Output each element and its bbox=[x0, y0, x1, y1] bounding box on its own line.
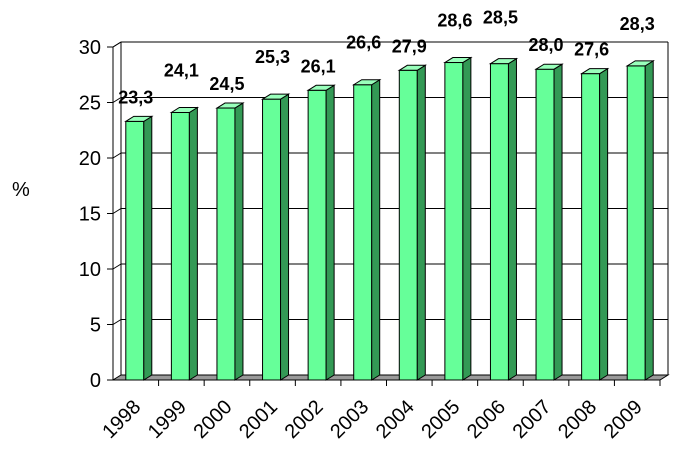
bar-layer bbox=[124, 56, 655, 381]
y-tick-label: 20 bbox=[79, 148, 101, 170]
bar-top bbox=[306, 84, 336, 91]
gridline-side bbox=[112, 208, 122, 214]
data-label: 24,5 bbox=[209, 74, 244, 94]
bar-top bbox=[443, 57, 473, 64]
label-layer: 23,3 24,1 24,5 25,3 26,1 26,6 27,9 28,6 28,5 28,0… bbox=[118, 8, 654, 108]
data-label: 27,6 bbox=[574, 40, 609, 60]
bar-top bbox=[625, 60, 655, 67]
gridline-side bbox=[112, 152, 122, 159]
data-label: 23,3 bbox=[118, 87, 153, 107]
x-tick-label: 2006 bbox=[463, 396, 510, 443]
x-tick-label: 2009 bbox=[600, 396, 647, 443]
bar bbox=[535, 68, 555, 381]
bar-top bbox=[260, 93, 291, 100]
x-tick-label: 2004 bbox=[372, 396, 419, 443]
gridline-side bbox=[112, 97, 122, 103]
bar-top bbox=[124, 115, 154, 122]
bar-top bbox=[579, 68, 610, 75]
x-tick-label: 2007 bbox=[509, 396, 556, 443]
bar bbox=[398, 69, 418, 381]
bar-top bbox=[534, 63, 564, 70]
bar-side bbox=[325, 84, 335, 381]
data-label: 28,6 bbox=[437, 11, 472, 31]
bar-side bbox=[188, 106, 198, 381]
bar bbox=[444, 62, 464, 381]
bar-side bbox=[553, 63, 563, 381]
x-tick-label: 1998 bbox=[98, 396, 145, 443]
y-tick-label: 15 bbox=[79, 204, 101, 226]
bar bbox=[489, 63, 509, 381]
bar bbox=[262, 98, 282, 381]
bar-side bbox=[371, 78, 381, 381]
bar bbox=[216, 107, 236, 381]
gridline-side bbox=[112, 319, 122, 325]
bar bbox=[307, 89, 327, 381]
y-tick-label: 25 bbox=[79, 93, 101, 115]
bar-side bbox=[280, 93, 290, 381]
bar-side bbox=[143, 115, 153, 381]
data-label: 27,9 bbox=[392, 36, 427, 56]
data-label: 25,3 bbox=[255, 47, 290, 67]
y-axis-title: % bbox=[12, 179, 30, 201]
x-tick-label: 2005 bbox=[417, 396, 464, 443]
bar-side bbox=[234, 102, 244, 381]
y-tick-label: 10 bbox=[79, 259, 101, 281]
x-tick-label: 2002 bbox=[281, 396, 328, 443]
x-tick-label: 2003 bbox=[326, 396, 373, 443]
bar-top bbox=[215, 102, 245, 109]
grid-layer bbox=[112, 41, 669, 375]
bar bbox=[626, 65, 646, 381]
data-label: 28,5 bbox=[483, 8, 518, 28]
x-tick-label: 2000 bbox=[189, 396, 236, 443]
data-label: 28,3 bbox=[620, 14, 655, 34]
bar bbox=[353, 84, 373, 381]
y-axis-top-edge bbox=[112, 41, 122, 48]
bar bbox=[125, 120, 145, 381]
data-label: 26,1 bbox=[301, 56, 336, 76]
data-label: 24,1 bbox=[164, 60, 199, 80]
bar-side bbox=[416, 64, 426, 381]
bar-top bbox=[351, 79, 382, 86]
gridline-side bbox=[112, 263, 122, 270]
y-tick-label: 0 bbox=[90, 370, 101, 392]
y-tick-label: 30 bbox=[79, 37, 101, 59]
x-tick-label: 2008 bbox=[554, 396, 601, 443]
y-tick-label: 5 bbox=[90, 315, 101, 337]
x-tick-label: 1999 bbox=[144, 396, 191, 443]
bar-side bbox=[599, 67, 609, 381]
bar bbox=[170, 111, 190, 381]
data-label: 26,6 bbox=[346, 33, 381, 53]
bar bbox=[581, 73, 601, 381]
x-tick-label: 2001 bbox=[235, 396, 282, 443]
data-label: 28,0 bbox=[529, 35, 564, 55]
bar-side bbox=[644, 59, 654, 381]
bar-side bbox=[507, 57, 517, 381]
bar-top bbox=[488, 58, 519, 65]
bar-top bbox=[169, 106, 200, 113]
bar-top bbox=[397, 64, 428, 71]
bar-side bbox=[462, 56, 472, 381]
